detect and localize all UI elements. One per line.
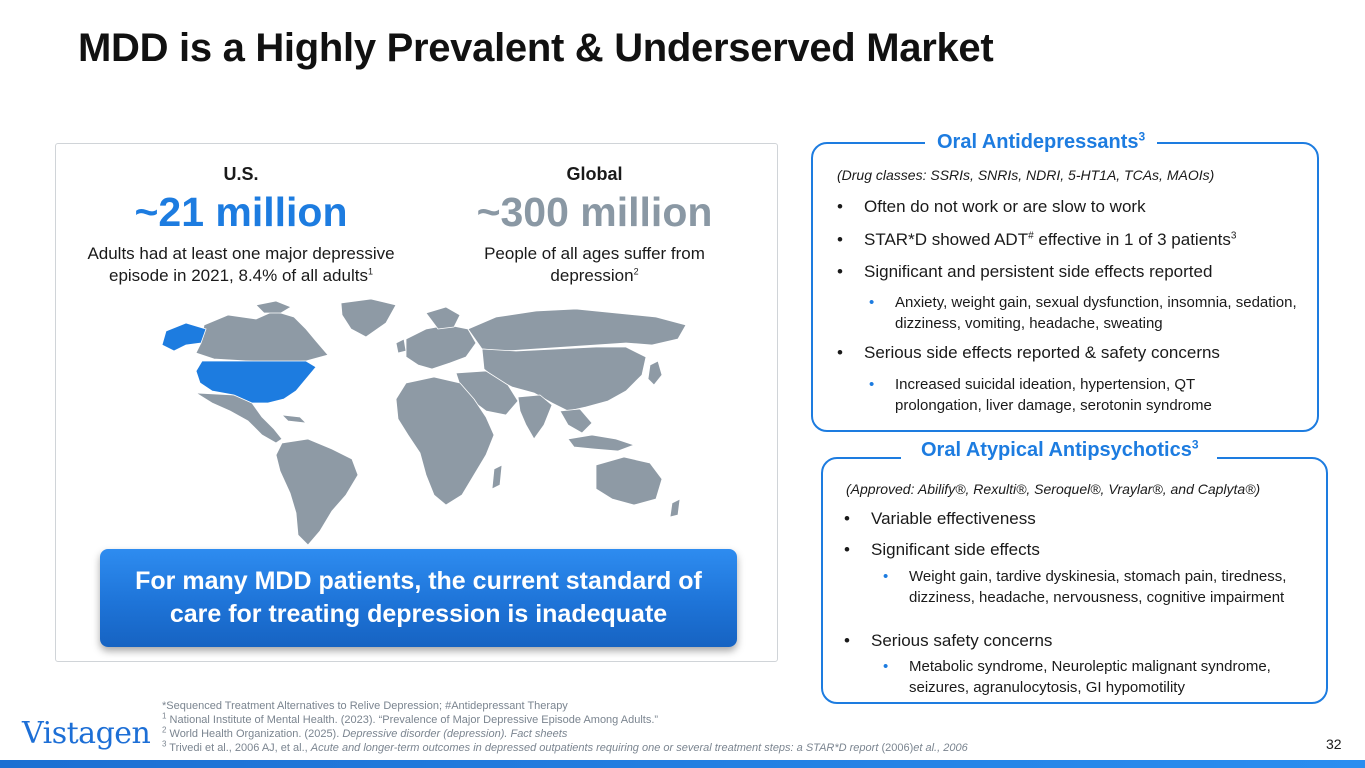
us-description: Adults had at least one major depressive…	[58, 243, 424, 287]
footnote-2-text-b: Depressive disorder (depression). Fact s…	[342, 728, 568, 740]
footnote-1: 1 National Institute of Mental Health. (…	[162, 711, 968, 727]
bottom-accent-bar	[0, 760, 1365, 768]
oat-bullet-1: Variable effectiveness	[844, 509, 1036, 529]
oral-antidepressants-title-text: Oral Antidepressants	[937, 131, 1139, 153]
global-footnote-ref: 2	[633, 266, 639, 277]
oral-antidepressants-title-ref: 3	[1138, 129, 1146, 144]
oa-bullet-2-sup-1: #	[1028, 230, 1034, 242]
map-australia	[595, 456, 663, 506]
oral-atypical-title-text: Oral Atypical Antipsychotics	[921, 439, 1192, 461]
oat-sub-bullet-3: Metabolic syndrome, Neuroleptic malignan…	[883, 656, 1321, 698]
world-map-icon	[161, 299, 687, 546]
map-usa-highlight	[195, 360, 317, 404]
callout-text: For many MDD patients, the current stand…	[135, 567, 702, 628]
global-value: ~300 million	[476, 189, 713, 235]
map-africa	[395, 376, 495, 506]
footnote-3-text-b: Acute and longer-term outcomes in depres…	[310, 742, 879, 754]
us-desc-text: Adults had at least one major depressive…	[87, 244, 395, 285]
us-value: ~21 million	[134, 189, 348, 235]
footnote-3-text-c: (2006)	[878, 742, 914, 754]
oa-bullet-2-text-a: STAR*D showed ADT	[864, 230, 1029, 249]
callout-banner: For many MDD patients, the current stand…	[100, 549, 737, 647]
footnote-3-text-d: et al., 2006	[913, 742, 968, 754]
oa-bullet-3: Significant and persistent side effects …	[837, 262, 1212, 282]
map-alaska-highlight	[161, 322, 207, 352]
map-europe	[405, 324, 477, 370]
global-desc-text: People of all ages suffer from depressio…	[484, 244, 705, 285]
global-label: Global	[566, 164, 623, 184]
oral-antidepressants-title: Oral Antidepressants3	[925, 129, 1158, 154]
oa-bullet-1: Often do not work or are slow to work	[837, 197, 1146, 217]
oa-sub-bullet-3: Anxiety, weight gain, sexual dysfunction…	[869, 292, 1305, 334]
footnote-3-text-a: Trivedi et al., 2006 AJ, et al.,	[166, 742, 311, 754]
oral-antidepressants-subtitle: (Drug classes: SSRIs, SNRIs, NDRI, 5-HT1…	[837, 167, 1215, 183]
map-south-america	[275, 438, 359, 546]
map-russia	[467, 308, 687, 352]
map-greenland	[340, 299, 397, 338]
oral-atypical-title-ref: 3	[1191, 437, 1199, 452]
global-description: People of all ages suffer from depressio…	[446, 243, 743, 287]
oa-bullet-2-text-b: effective in 1 of 3 patients	[1033, 230, 1231, 249]
map-scandinavia	[425, 306, 461, 330]
map-india	[517, 394, 553, 440]
footnote-2-text-a: World Health Organization. (2025).	[166, 728, 343, 740]
vistagen-logo: Vistagen	[22, 716, 151, 751]
oral-antidepressants-box: Oral Antidepressants3 (Drug classes: SSR…	[811, 130, 1319, 432]
map-canada	[195, 310, 329, 364]
footnotes: *Sequenced Treatment Alternatives to Rel…	[162, 699, 968, 755]
oat-sub-bullet-2: Weight gain, tardive dyskinesia, stomach…	[883, 566, 1321, 608]
us-footnote-ref: 1	[367, 266, 373, 277]
page-number: 32	[1326, 736, 1342, 752]
oa-bullet-4: Serious side effects reported & safety c…	[837, 343, 1220, 363]
map-indonesia	[567, 434, 635, 452]
footnote-3: 3 Trivedi et al., 2006 AJ, et al., Acute…	[162, 739, 968, 755]
us-label: U.S.	[223, 164, 259, 184]
oat-bullet-2: Significant side effects	[844, 540, 1040, 560]
footnote-1-text: National Institute of Mental Health. (20…	[166, 714, 659, 726]
map-canada-islands	[255, 300, 292, 314]
oat-bullet-3: Serious safety concerns	[844, 631, 1052, 651]
oa-sub-bullet-4: Increased suicidal ideation, hypertensio…	[869, 374, 1275, 416]
page-title: MDD is a Highly Prevalent & Underserved …	[78, 26, 994, 70]
oa-bullet-2-sup-2: 3	[1230, 230, 1237, 242]
prevalence-panel: U.S. ~21 million Adults had at least one…	[55, 143, 778, 662]
oral-atypical-subtitle: (Approved: Abilify®, Rexulti®, Seroquel®…	[846, 481, 1261, 497]
oral-atypical-title: Oral Atypical Antipsychotics3	[901, 437, 1217, 462]
map-japan	[647, 360, 663, 386]
footnote-2: 2 World Health Organization. (2025). Dep…	[162, 725, 968, 741]
oa-bullet-2: STAR*D showed ADT# effective in 1 of 3 p…	[837, 230, 1237, 250]
oral-atypical-box: Oral Atypical Antipsychotics3 (Approved:…	[821, 438, 1328, 704]
footnote-2-num: 2	[162, 725, 167, 735]
footnote-1-num: 1	[162, 711, 167, 721]
us-stat: U.S. ~21 million Adults had at least one…	[58, 164, 424, 287]
map-madagascar	[491, 464, 503, 490]
map-se-asia	[559, 408, 593, 434]
global-stat: Global ~300 million People of all ages s…	[446, 164, 743, 287]
map-new-zealand	[669, 498, 681, 518]
map-caribbean	[281, 414, 307, 424]
map-uk	[395, 338, 407, 354]
footnote-3-num: 3	[162, 739, 167, 749]
footnote-0: *Sequenced Treatment Alternatives to Rel…	[162, 700, 568, 712]
